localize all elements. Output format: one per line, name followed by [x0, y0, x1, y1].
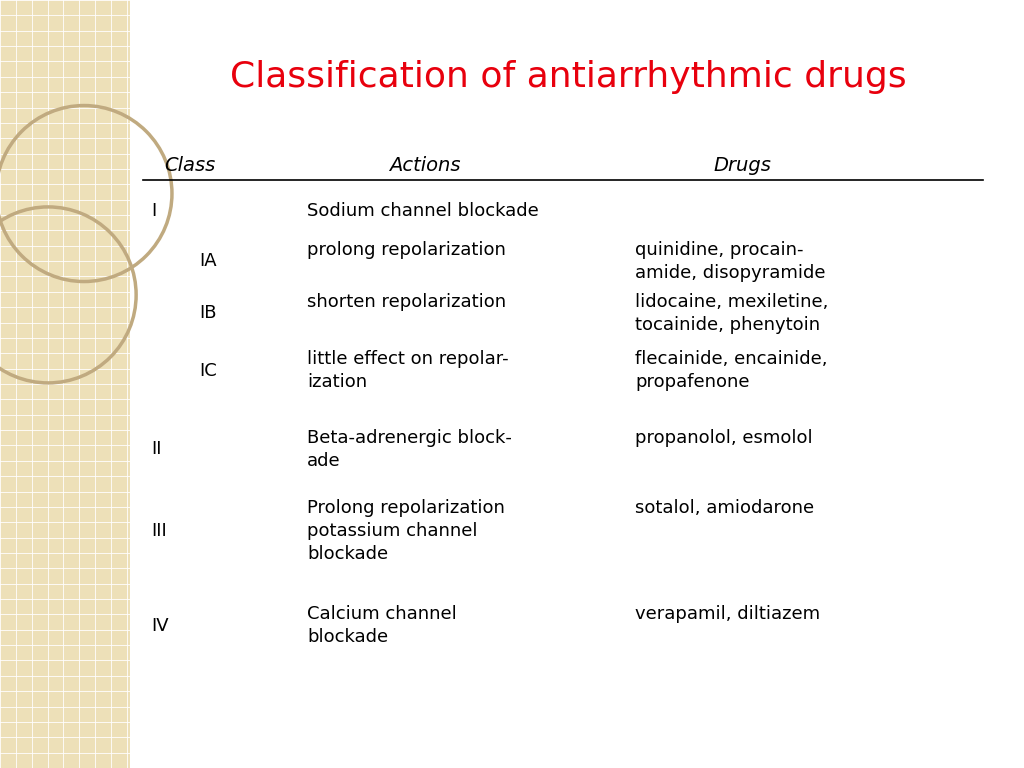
Text: IB: IB: [200, 304, 217, 323]
Text: little effect on repolar-: little effect on repolar-: [307, 350, 509, 369]
Text: Drugs: Drugs: [714, 156, 771, 174]
Text: II: II: [152, 440, 162, 458]
Text: quinidine, procain-: quinidine, procain-: [635, 240, 804, 259]
Text: shorten repolarization: shorten repolarization: [307, 293, 506, 311]
Text: IV: IV: [152, 617, 169, 635]
Text: Prolong repolarization: Prolong repolarization: [307, 499, 505, 518]
Text: IC: IC: [200, 362, 217, 380]
Text: IA: IA: [200, 252, 217, 270]
Text: Calcium channel: Calcium channel: [307, 605, 457, 624]
Text: verapamil, diltiazem: verapamil, diltiazem: [635, 605, 820, 624]
Text: propafenone: propafenone: [635, 373, 750, 392]
Text: III: III: [152, 522, 167, 541]
Text: Sodium channel blockade: Sodium channel blockade: [307, 202, 539, 220]
Text: blockade: blockade: [307, 628, 388, 647]
Text: lidocaine, mexiletine,: lidocaine, mexiletine,: [635, 293, 828, 311]
Text: Beta-adrenergic block-: Beta-adrenergic block-: [307, 429, 512, 447]
Bar: [0, 0, 130, 768]
Text: ization: ization: [307, 373, 368, 392]
Text: amide, disopyramide: amide, disopyramide: [635, 263, 825, 282]
Text: ade: ade: [307, 452, 341, 470]
Text: tocainide, phenytoin: tocainide, phenytoin: [635, 316, 820, 334]
Text: Class: Class: [164, 156, 215, 174]
Text: blockade: blockade: [307, 545, 388, 564]
Text: sotalol, amiodarone: sotalol, amiodarone: [635, 499, 814, 518]
Text: flecainide, encainide,: flecainide, encainide,: [635, 350, 827, 369]
Text: potassium channel: potassium channel: [307, 522, 478, 541]
Text: propanolol, esmolol: propanolol, esmolol: [635, 429, 812, 447]
Text: Actions: Actions: [389, 156, 461, 174]
Text: Classification of antiarrhythmic drugs: Classification of antiarrhythmic drugs: [230, 60, 906, 94]
Text: I: I: [152, 202, 157, 220]
Text: prolong repolarization: prolong repolarization: [307, 240, 506, 259]
